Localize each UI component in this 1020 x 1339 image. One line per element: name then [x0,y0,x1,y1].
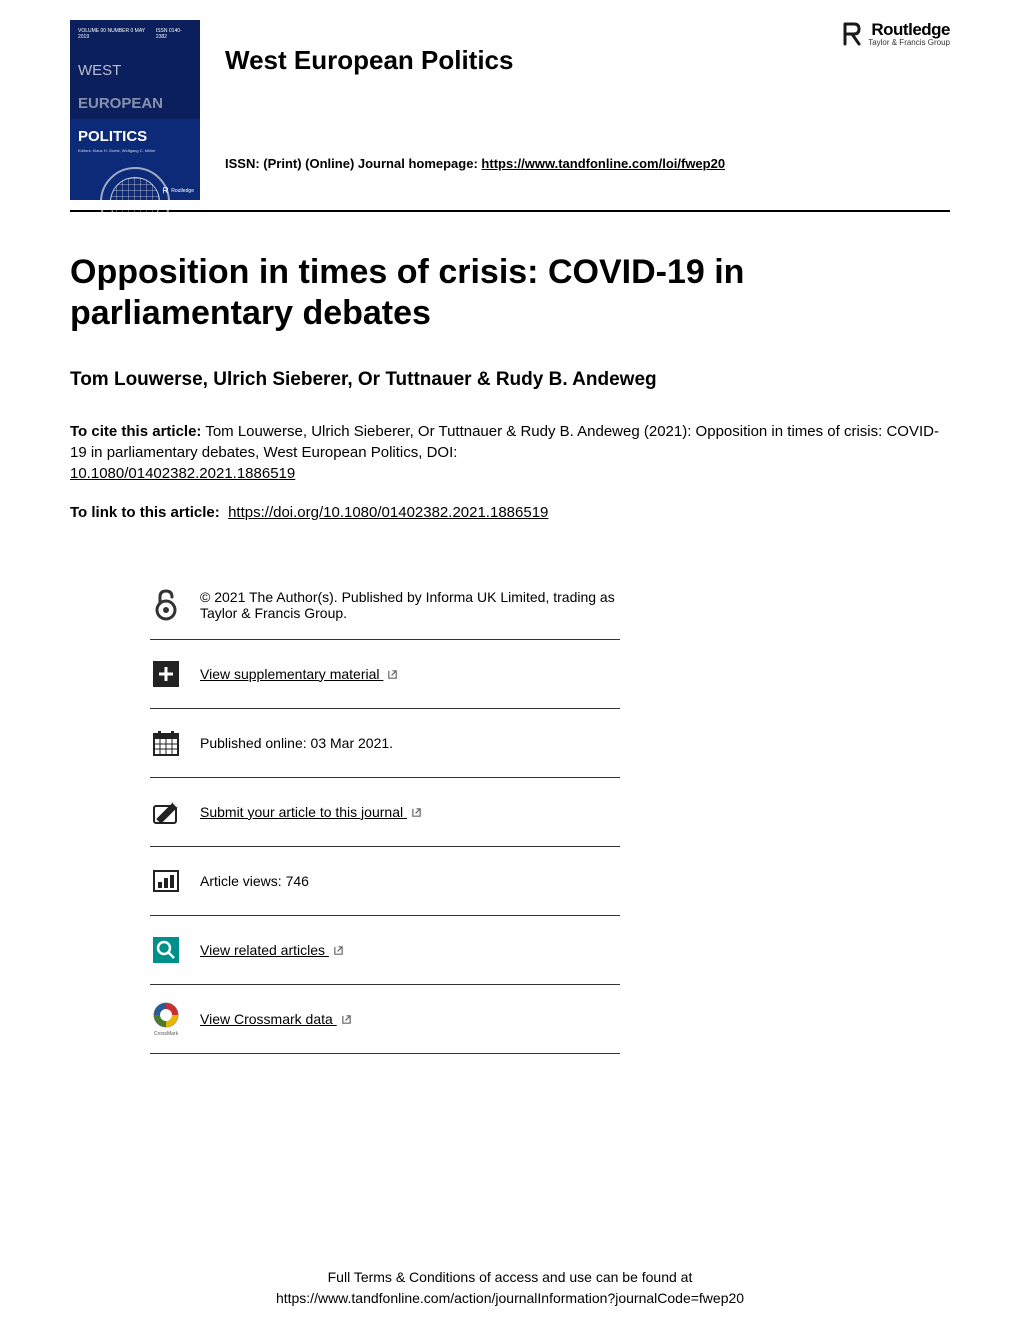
issn-label: ISSN: (Print) (Online) Journal homepage: [225,156,478,171]
page-footer: Full Terms & Conditions of access and us… [0,1267,1020,1309]
footer-line2: https://www.tandfonline.com/action/journ… [0,1288,1020,1309]
supplementary-icon [150,658,182,690]
citation-label: To cite this article: [70,423,201,440]
link-to-article: To link to this article: https://doi.org… [70,504,950,521]
citation-text: Tom Louwerse, Ulrich Sieberer, Or Tuttna… [70,423,939,461]
info-item-submit: Submit your article to this journal [150,778,620,847]
publisher-tagline: Taylor & Francis Group [868,38,950,47]
info-item-related: View related articles [150,916,620,985]
link-label: To link to this article: [70,504,220,521]
journal-cover-thumbnail: VOLUME 00 NUMBER 0 MAY 2019 ISSN 0140-23… [70,20,200,200]
calendar-icon [150,727,182,759]
cover-publisher-badge: Routledge [162,187,194,194]
related-icon [150,934,182,966]
info-item-views: Article views: 746 [150,847,620,916]
page-header: VOLUME 00 NUMBER 0 MAY 2019 ISSN 0140-23… [70,20,950,212]
cover-issn: ISSN 0140-2382 [156,28,192,40]
info-item-published: Published online: 03 Mar 2021. [150,709,620,778]
open-access-icon [150,589,182,621]
cover-title: WEST EUROPEAN POLITICS [78,46,192,145]
info-item-license: © 2021 The Author(s). Published by Infor… [150,571,620,640]
cover-volume: VOLUME 00 NUMBER 0 MAY 2019 [78,28,156,40]
external-link-icon [411,807,422,818]
footer-line1: Full Terms & Conditions of access and us… [0,1267,1020,1288]
routledge-r-icon [842,22,862,46]
issn-line: ISSN: (Print) (Online) Journal homepage:… [225,156,950,171]
article-authors: Tom Louwerse, Ulrich Sieberer, Or Tuttna… [70,369,950,391]
supplementary-link[interactable]: View supplementary material [200,666,383,682]
publisher-name: Routledge [868,20,950,40]
cover-subtitle: Editors: Klaus H. Goetz, Wolfgang C. Mül… [78,148,192,153]
external-link-icon [333,945,344,956]
views-icon [150,865,182,897]
article-link[interactable]: https://doi.org/10.1080/01402382.2021.18… [228,504,548,521]
publisher-logo: Routledge Taylor & Francis Group [842,20,950,47]
external-link-icon [341,1014,352,1025]
info-item-crossmark: CrossMark View Crossmark data [150,985,620,1054]
cover-top-bar: VOLUME 00 NUMBER 0 MAY 2019 ISSN 0140-23… [78,28,192,40]
journal-homepage-link[interactable]: https://www.tandfonline.com/loi/fwep20 [481,156,725,171]
published-text: Published online: 03 Mar 2021. [200,735,620,751]
article-info-list: © 2021 The Author(s). Published by Infor… [150,571,620,1054]
journal-title: West European Politics [225,45,950,76]
article-title: Opposition in times of crisis: COVID-19 … [70,252,950,334]
submit-link[interactable]: Submit your article to this journal [200,804,407,820]
views-text: Article views: 746 [200,873,620,889]
external-link-icon [387,669,398,680]
related-link[interactable]: View related articles [200,942,329,958]
cover-globe-graphic [78,167,192,237]
crossmark-link[interactable]: View Crossmark data [200,1011,337,1027]
svg-text:CrossMark: CrossMark [154,1031,179,1036]
crossmark-icon: CrossMark [150,1003,182,1035]
info-item-supplementary: View supplementary material [150,640,620,709]
citation-doi-link[interactable]: 10.1080/01402382.2021.1886519 [70,465,295,482]
citation-block: To cite this article: Tom Louwerse, Ulri… [70,421,950,484]
license-text: © 2021 The Author(s). Published by Infor… [200,589,620,621]
submit-icon [150,796,182,828]
